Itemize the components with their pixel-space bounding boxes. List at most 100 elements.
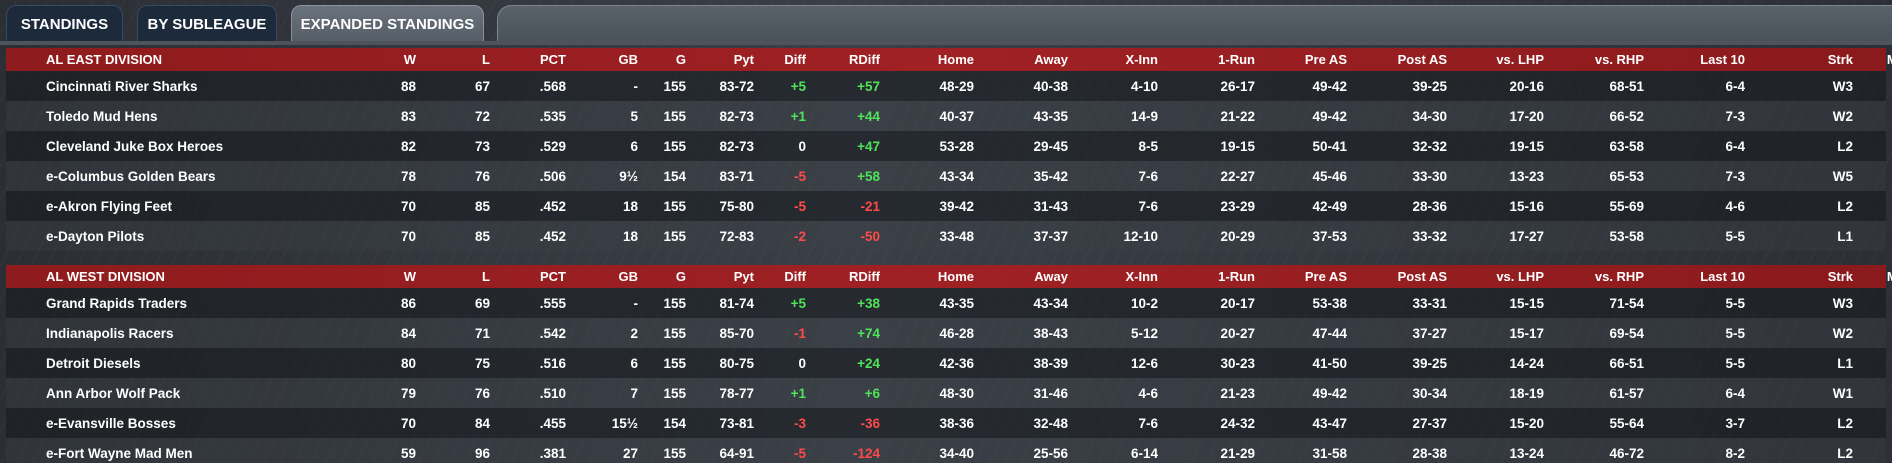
cell-home: 38-36 — [939, 415, 974, 431]
column-header-gb[interactable]: GB — [618, 269, 639, 284]
cell-w: 79 — [400, 385, 416, 401]
column-header-vs-rhp[interactable]: vs. RHP — [1594, 269, 1644, 284]
cell-gb: 5 — [630, 108, 638, 124]
table-row[interactable]: Ann Arbor Wolf Pack 79 76 .510 7 155 78-77 +1 +6… — [6, 378, 1886, 408]
cell-pct: .516 — [539, 355, 566, 371]
cell-post-as: 32-32 — [1412, 138, 1447, 154]
column-header-xinn[interactable]: X-Inn — [1125, 52, 1159, 67]
table-row[interactable]: Detroit Diesels 80 75 .516 6 155 80-75 0 +24 42-3… — [6, 348, 1886, 378]
cell-vs-rhp: 66-52 — [1609, 108, 1644, 124]
cell-vs-rhp: 66-51 — [1609, 355, 1644, 371]
cell-rdiff: -21 — [860, 198, 880, 214]
column-header-strk[interactable]: Strk — [1827, 52, 1853, 67]
table-row[interactable]: Toledo Mud Hens 83 72 .535 5 155 82-73 +1 +44 40-… — [6, 101, 1886, 131]
cell-vs-lhp: 20-16 — [1509, 78, 1544, 94]
cell-away: 31-43 — [1033, 198, 1068, 214]
cell-last10: 5-5 — [1725, 355, 1745, 371]
tab-by-subleague[interactable]: BY SUBLEAGUE — [137, 5, 277, 42]
team-name-link[interactable]: e-Fort Wayne Mad Men — [46, 445, 193, 461]
column-header-magic[interactable]: Magic# — [1853, 52, 1892, 67]
column-header-vs-lhp[interactable]: vs. LHP — [1496, 52, 1544, 67]
column-header-home[interactable]: Home — [937, 52, 974, 67]
cell-w: 70 — [400, 415, 416, 431]
table-row[interactable]: e-Fort Wayne Mad Men 59 96 .381 27 155 64-91 -5… — [6, 438, 1886, 463]
column-header-pct[interactable]: PCT — [540, 269, 566, 284]
team-name-link[interactable]: Grand Rapids Traders — [46, 295, 188, 311]
column-header-1run[interactable]: 1-Run — [1218, 269, 1255, 284]
column-header-g[interactable]: G — [675, 52, 686, 67]
cell-gb: 18 — [622, 228, 638, 244]
cell-w: 86 — [400, 295, 416, 311]
team-name-link[interactable]: Cleveland Juke Box Heroes — [46, 138, 224, 154]
tab-bar: STANDINGS BY SUBLEAGUE EXPANDED STANDING… — [0, 0, 1892, 45]
column-header-away[interactable]: Away — [1034, 52, 1068, 67]
cell-pre-as: 45-46 — [1312, 168, 1347, 184]
cell-pct: .381 — [539, 445, 566, 461]
column-header-rdiff[interactable]: RDiff — [848, 52, 880, 67]
cell-w: 83 — [400, 108, 416, 124]
column-header-1run[interactable]: 1-Run — [1218, 52, 1255, 67]
tab-expanded-standings[interactable]: EXPANDED STANDINGS — [291, 5, 484, 42]
column-header-pyt[interactable]: Pyt — [733, 269, 754, 284]
cell-last10: 6-4 — [1725, 78, 1745, 94]
column-header-g[interactable]: G — [675, 269, 686, 284]
cell-gb: 27 — [622, 445, 638, 461]
column-header-post-as[interactable]: Post AS — [1397, 269, 1447, 284]
cell-l: 85 — [474, 228, 490, 244]
column-header-last10[interactable]: Last 10 — [1700, 52, 1745, 67]
cell-away: 37-37 — [1033, 228, 1068, 244]
column-header-xinn[interactable]: X-Inn — [1125, 269, 1159, 284]
table-row[interactable]: Cincinnati River Sharks 88 67 .568 - 155 83-72… — [6, 71, 1886, 101]
column-header-l[interactable]: L — [482, 52, 490, 67]
tab-standings[interactable]: STANDINGS — [6, 5, 123, 42]
team-name-link[interactable]: Detroit Diesels — [46, 355, 141, 371]
team-name-link[interactable]: Indianapolis Racers — [46, 325, 174, 341]
table-row[interactable]: Grand Rapids Traders 86 69 .555 - 155 81-74 +5 +… — [6, 288, 1886, 318]
division-name: AL WEST DIVISION — [46, 269, 165, 284]
cell-pct: .452 — [539, 228, 566, 244]
table-row[interactable]: e-Evansville Bosses 70 84 .455 15½ 154 73-81 -3… — [6, 408, 1886, 438]
table-row[interactable]: e-Dayton Pilots 70 85 .452 18 155 72-83 -2 -50 33… — [6, 221, 1886, 251]
cell-home: 34-40 — [939, 445, 974, 461]
column-header-vs-lhp[interactable]: vs. LHP — [1496, 269, 1544, 284]
column-header-pre-as[interactable]: Pre AS — [1304, 52, 1347, 67]
column-header-gb[interactable]: GB — [618, 52, 639, 67]
column-header-w[interactable]: W — [403, 269, 416, 284]
cell-gb: 2 — [630, 325, 638, 341]
column-header-magic[interactable]: Magic# — [1853, 269, 1892, 284]
column-header-strk[interactable]: Strk — [1827, 269, 1853, 284]
column-header-pre-as[interactable]: Pre AS — [1304, 269, 1347, 284]
table-row[interactable]: Indianapolis Racers 84 71 .542 2 155 85-70 -1 +7… — [6, 318, 1886, 348]
division-name: AL EAST DIVISION — [46, 52, 163, 67]
team-name-link[interactable]: Ann Arbor Wolf Pack — [46, 385, 181, 401]
cell-pre-as: 41-50 — [1312, 355, 1347, 371]
cell-rdiff: +58 — [857, 168, 880, 184]
column-header-away[interactable]: Away — [1034, 269, 1068, 284]
team-name-link[interactable]: e-Columbus Golden Bears — [46, 168, 216, 184]
column-header-w[interactable]: W — [403, 52, 416, 67]
cell-pre-as: 49-42 — [1312, 108, 1347, 124]
column-header-post-as[interactable]: Post AS — [1397, 52, 1447, 67]
team-name-link[interactable]: Cincinnati River Sharks — [46, 78, 198, 94]
column-header-pct[interactable]: PCT — [540, 52, 566, 67]
column-header-vs-rhp[interactable]: vs. RHP — [1594, 52, 1644, 67]
column-header-last10[interactable]: Last 10 — [1700, 269, 1745, 284]
cell-pre-as: 31-58 — [1312, 445, 1347, 461]
column-header-l[interactable]: L — [482, 269, 490, 284]
table-row[interactable]: Cleveland Juke Box Heroes 82 73 .529 6 155 82-… — [6, 131, 1886, 161]
team-name-link[interactable]: e-Dayton Pilots — [46, 228, 145, 244]
cell-1run: 20-29 — [1220, 228, 1255, 244]
column-header-diff[interactable]: Diff — [784, 52, 806, 67]
column-header-diff[interactable]: Diff — [784, 269, 806, 284]
column-header-pyt[interactable]: Pyt — [733, 52, 754, 67]
table-row[interactable]: e-Akron Flying Feet 70 85 .452 18 155 75-80 -5 -… — [6, 191, 1886, 221]
column-header-rdiff[interactable]: RDiff — [848, 269, 880, 284]
team-name-link[interactable]: e-Evansville Bosses — [46, 415, 176, 431]
team-name-link[interactable]: e-Akron Flying Feet — [46, 198, 173, 214]
cell-pre-as: 50-41 — [1312, 138, 1347, 154]
cell-last10: 4-6 — [1725, 198, 1745, 214]
column-header-home[interactable]: Home — [937, 269, 974, 284]
team-name-link[interactable]: Toledo Mud Hens — [46, 108, 158, 124]
cell-xinn: 7-6 — [1138, 168, 1158, 184]
table-row[interactable]: e-Columbus Golden Bears 78 76 .506 9½ 154 83-7… — [6, 161, 1886, 191]
